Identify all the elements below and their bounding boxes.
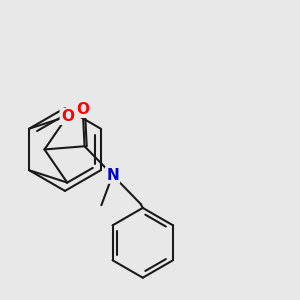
Text: O: O [61,109,74,124]
Text: O: O [76,102,89,117]
Text: N: N [106,168,119,183]
